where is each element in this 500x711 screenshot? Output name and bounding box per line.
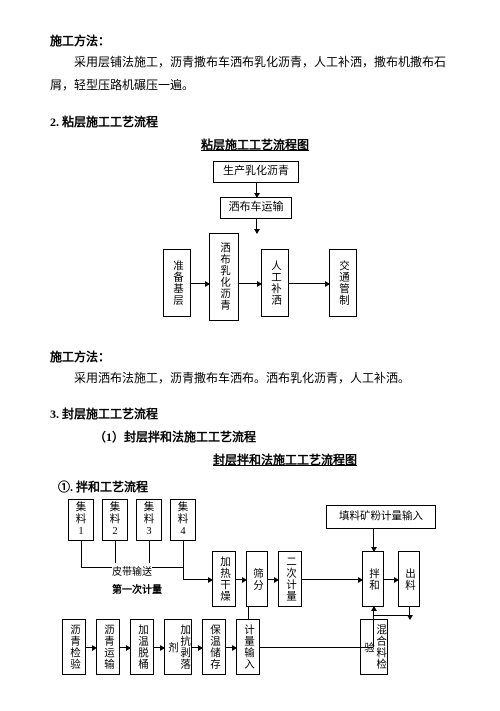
node-bot-c3: 加温脱桶 xyxy=(130,619,154,675)
node-bot-c6: 计量输入 xyxy=(236,619,260,675)
edge-0 xyxy=(256,183,257,197)
edge-bot-1 xyxy=(120,647,130,648)
label-first: 第一次计量 xyxy=(112,581,162,596)
edge-to-heat xyxy=(183,579,212,580)
node-n2: 洒布车运输 xyxy=(220,197,292,219)
node-top-filler: 填料矿粉计量输入 xyxy=(326,505,436,529)
edge-bot-4 xyxy=(226,647,236,648)
edge-bot-2 xyxy=(154,647,164,648)
node-n1: 生产乳化沥青 xyxy=(213,161,299,183)
edge-filler xyxy=(373,529,374,551)
edge-out xyxy=(409,607,410,619)
edge-v-to-heat xyxy=(183,567,184,579)
edge-mid-0 xyxy=(236,579,246,580)
node-mid-b2: 筛分 xyxy=(246,551,268,607)
s2-flowchart: 生产乳化沥青洒布车运输准备基层洒布乳化沥青人工补洒 交通管制 xyxy=(105,161,405,336)
node-bot-c4: 加抗剥落剂 xyxy=(164,619,192,675)
s2-method-text: 采用洒布法施工，沥青撒布车洒布。洒布乳化沥青，人工补洒。 xyxy=(50,367,460,390)
node-bot-c1: 沥青检验 xyxy=(62,619,86,675)
label-belt: 皮带输送 xyxy=(112,563,152,578)
node-bot-c5: 保温储存 xyxy=(202,619,226,675)
edge-bot-0 xyxy=(86,647,96,648)
node-n4: 洒布乳化沥青 xyxy=(209,233,239,321)
node-n3: 准备基层 xyxy=(163,249,191,317)
node-mid-b3: 二次计量 xyxy=(278,551,302,607)
s3-chart-title: 封层拌和法施工工艺流程图 xyxy=(110,451,460,468)
edge-bot-3 xyxy=(192,647,202,648)
s3-heading: 3. 封层施工工艺流程 xyxy=(50,405,460,422)
s1-title: 施工方法： xyxy=(50,32,460,49)
s3-flowchart: 集料1 集料2 集料3 集料4 填料矿粉计量输入加热干燥筛分二次计量 拌和出料沥青检验沥青… xyxy=(50,499,460,677)
s2-chart-title: 粘层施工工艺流程图 xyxy=(50,136,460,153)
node-n5: 人工补洒 xyxy=(261,249,289,317)
s1-text: 采用层铺法施工，沥青撒布车洒布乳化沥青，人工补洒，撒布机撒布石屑，轻型压路机碾压… xyxy=(50,51,460,97)
edge-mid-2 xyxy=(302,579,362,580)
edge-1 xyxy=(256,219,257,233)
edge-out-h xyxy=(374,615,409,616)
node-mid-b5: 出料 xyxy=(398,551,420,607)
edge-mid-1 xyxy=(268,579,278,580)
edge-2 xyxy=(191,283,209,284)
edge-top xyxy=(183,541,184,567)
edge-4 xyxy=(289,283,329,284)
s2-method-title: 施工方法： xyxy=(50,348,460,365)
edge-top xyxy=(81,541,82,567)
document-page: { "section1": { "title": "施工方法：", "text"… xyxy=(0,0,500,711)
s3-sub2: ①. 拌和工艺流程 xyxy=(58,478,460,495)
node-top-a2: 集料2 xyxy=(102,499,128,541)
node-bot-c2: 沥青运输 xyxy=(96,619,120,675)
node-top-a4: 集料4 xyxy=(170,499,196,541)
node-mid-b1: 加热干燥 xyxy=(212,551,236,607)
edge-mid-3 xyxy=(384,579,398,580)
node-n6: 交通管制 xyxy=(329,249,357,317)
node-top-a3: 集料3 xyxy=(136,499,162,541)
edge-c6-up xyxy=(248,607,249,619)
s3-sub1: （1）封层拌和法施工工艺流程 xyxy=(94,428,460,445)
node-top-a1: 集料1 xyxy=(68,499,94,541)
edge-c6-right xyxy=(260,647,373,648)
node-mid-b4: 拌和 xyxy=(362,551,384,607)
edge-c6-into-b4 xyxy=(373,607,374,647)
s2-heading: 2. 粘层施工工艺流程 xyxy=(50,113,460,130)
edge-3 xyxy=(239,283,261,284)
